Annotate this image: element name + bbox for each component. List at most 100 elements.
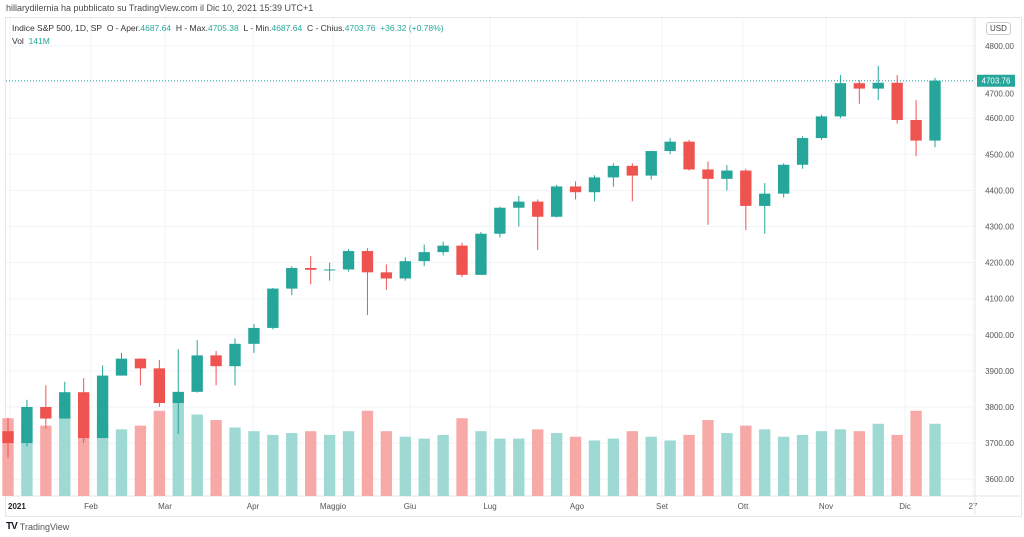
candle-body (513, 201, 525, 208)
brand-label: TradingView (19, 521, 70, 532)
candle-body (683, 141, 695, 170)
volume-bar (191, 414, 203, 496)
open-label: O - Aper. (106, 23, 141, 33)
tradingview-logo-icon: TV (6, 521, 18, 532)
volume-bar (815, 431, 828, 496)
candle-body (626, 165, 638, 176)
candle-body (210, 355, 222, 367)
candle-body (456, 245, 468, 275)
open-value: 4687.64 (140, 23, 172, 33)
candle-body (59, 392, 71, 419)
y-tick-label: 4700.00 (985, 90, 1014, 99)
candle-body (267, 288, 279, 328)
candle-body (418, 252, 430, 262)
candle-body (872, 82, 884, 89)
y-tick-label: 4000.00 (985, 331, 1014, 340)
candle-body (532, 201, 544, 217)
volume-bar (134, 425, 147, 496)
x-tick-label: Dic (899, 502, 911, 511)
x-tick-label: Maggio (320, 502, 347, 511)
candle-body (645, 151, 657, 176)
candle-body (740, 170, 752, 206)
volume-bar (267, 434, 279, 496)
y-tick-label: 4500.00 (985, 150, 1014, 159)
volume-bar (683, 434, 695, 496)
candle-body (910, 120, 922, 141)
x-tick-label: Lug (483, 502, 496, 511)
volume-bar (380, 431, 393, 496)
candle-body (437, 245, 449, 253)
candle-body (929, 80, 941, 141)
volume-bar (759, 429, 771, 496)
candle-body (853, 83, 866, 89)
change-value: +36.32 (+0.78%) (380, 23, 444, 33)
candle-body (21, 407, 33, 444)
currency-button[interactable]: USD (986, 22, 1011, 35)
volume-bar (796, 434, 809, 496)
volume-bar (702, 420, 714, 496)
x-tick-label: Feb (84, 502, 98, 511)
candle-body (607, 165, 620, 178)
volume-bar (664, 440, 676, 496)
volume-bar (550, 433, 563, 496)
x-tick-label: Apr (247, 502, 260, 511)
volume-bar (437, 434, 449, 496)
x-tick-label: Nov (819, 502, 833, 511)
candle-body (248, 327, 260, 344)
y-tick-label: 4200.00 (985, 259, 1014, 268)
volume-bar (115, 429, 128, 496)
candle-body (40, 407, 52, 419)
volume-bar (626, 431, 638, 496)
high-value: 4705.38 (207, 23, 239, 33)
volume-bar (172, 396, 184, 496)
candle-body (115, 358, 128, 376)
volume-bar (96, 423, 109, 496)
volume-bar (59, 412, 71, 496)
candle-body (77, 392, 90, 439)
candle-body (2, 431, 14, 444)
volume-bar (286, 433, 298, 496)
low-label: L - Min. (243, 23, 272, 33)
candle-body (569, 186, 582, 193)
candle-body (721, 170, 733, 179)
candle-body (588, 177, 601, 193)
volume-bar (513, 438, 525, 496)
symbol-label[interactable]: Indice S&P 500, 1D, SP (12, 23, 103, 33)
volume-bar (248, 431, 260, 496)
volume-bar (569, 436, 582, 496)
chart-frame (5, 17, 1022, 517)
candle-body (815, 116, 828, 139)
candle-body (380, 272, 393, 279)
volume-bar (607, 438, 620, 496)
volume-bar (21, 421, 33, 496)
tradingview-logo[interactable]: TV TradingView (6, 521, 69, 532)
candle-body (399, 261, 411, 279)
volume-bar (777, 436, 790, 496)
volume-bar (323, 434, 336, 496)
candle-body (191, 355, 203, 392)
y-tick-label: 4800.00 (985, 42, 1014, 51)
high-label: H - Max. (175, 23, 208, 33)
close-value: 4703.76 (344, 23, 376, 33)
candle-body (796, 138, 809, 165)
volume-bar (40, 425, 52, 496)
candle-body (702, 169, 714, 179)
volume-bar (475, 431, 487, 496)
y-tick-label: 4600.00 (985, 114, 1014, 123)
y-tick-label: 3700.00 (985, 439, 1014, 448)
candle-body (891, 82, 903, 121)
x-tick-label: Set (656, 502, 669, 511)
candle-body (305, 268, 317, 270)
volume-bar (77, 405, 90, 496)
last-price-label: 4703.76 (982, 77, 1011, 86)
candle-body (153, 368, 166, 404)
volume-bar (361, 410, 374, 496)
candle-body (777, 164, 790, 194)
y-tick-label: 3800.00 (985, 403, 1014, 412)
candle-body (664, 141, 676, 152)
volume-bar (721, 433, 733, 496)
x-tick-label: 27 (969, 502, 978, 511)
y-tick-label: 4300.00 (985, 223, 1014, 232)
candle-body (323, 269, 336, 271)
